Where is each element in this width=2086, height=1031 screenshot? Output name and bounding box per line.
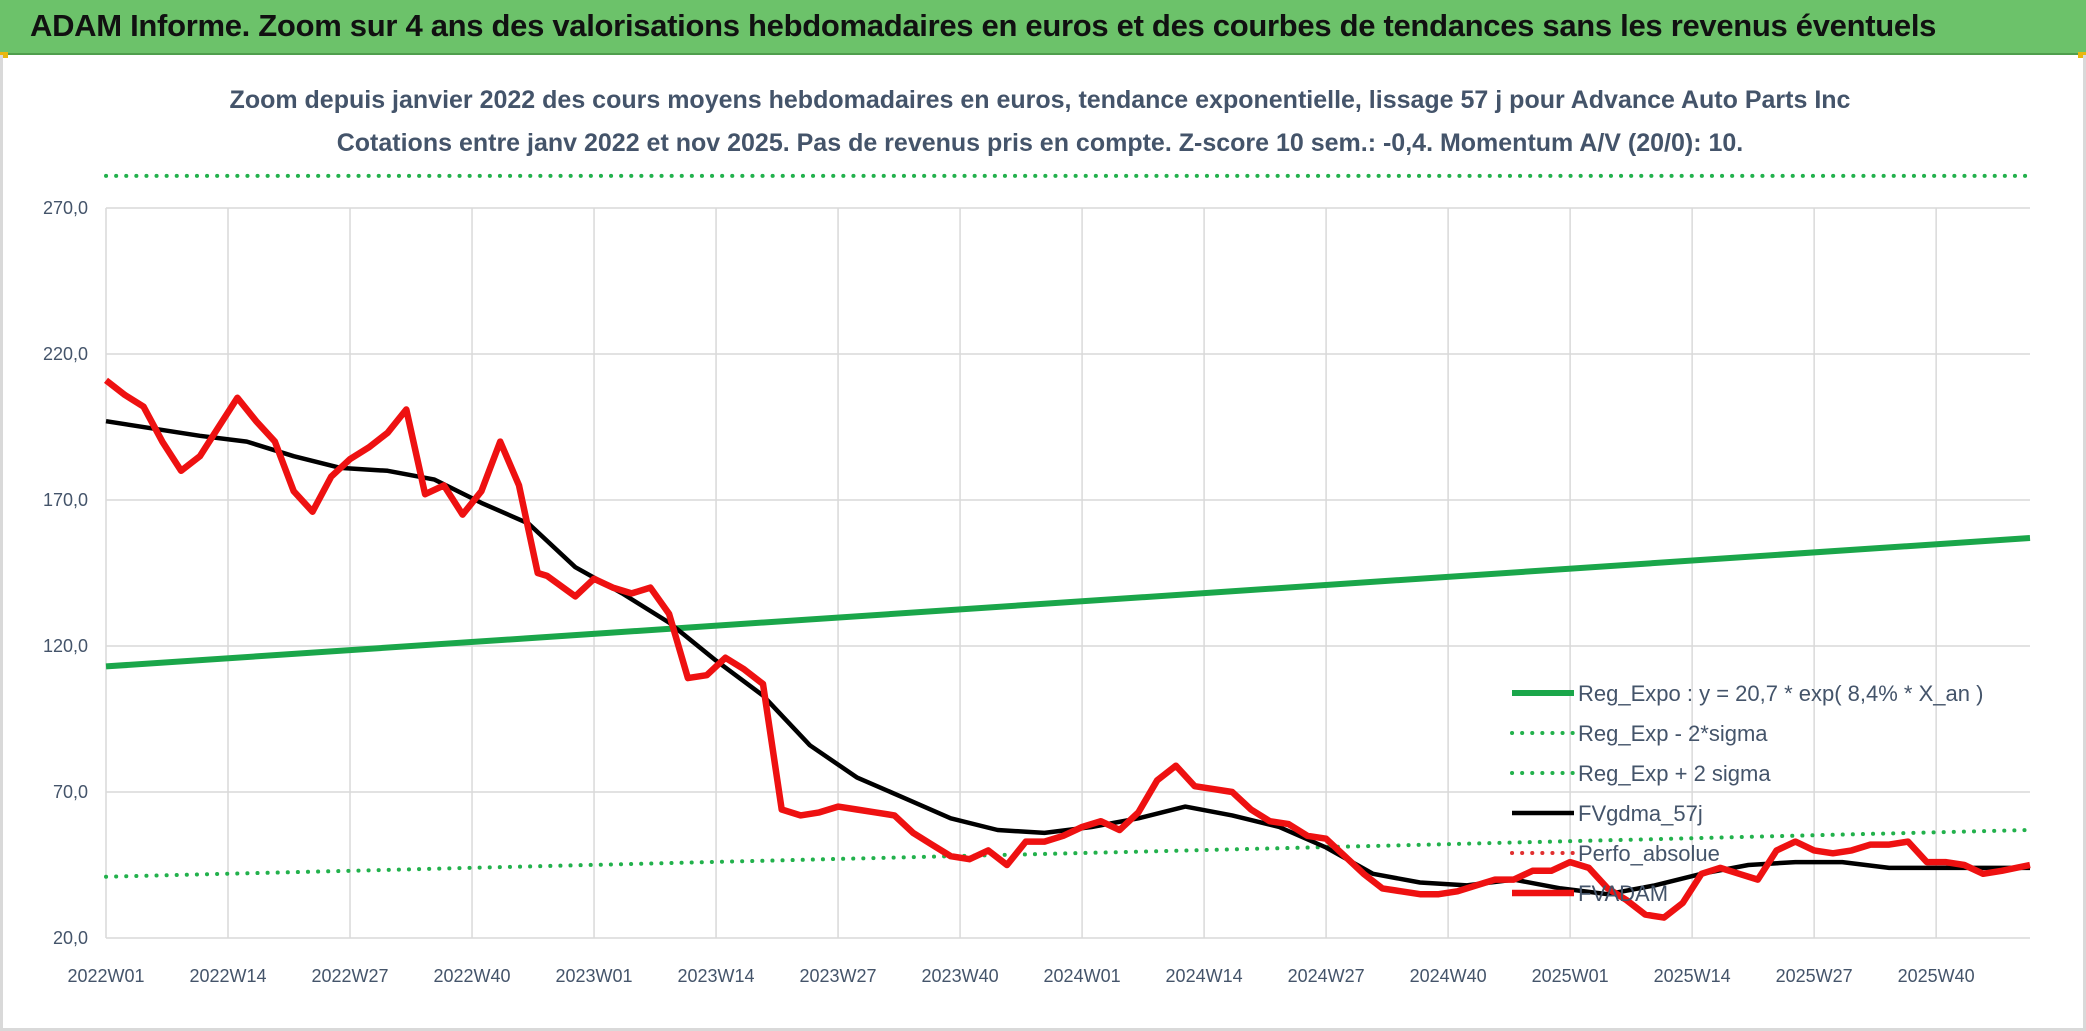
x-tick-label: 2025W14 (1654, 966, 1731, 986)
y-tick-label: 220,0 (43, 344, 88, 364)
x-tick-label: 2024W01 (1044, 966, 1121, 986)
x-tick-label: 2023W01 (556, 966, 633, 986)
legend: Reg_Expo : y = 20,7 * exp( 8,4% * X_an )… (1510, 681, 1983, 906)
report-banner: ADAM Informe. Zoom sur 4 ans des valoris… (0, 0, 2086, 55)
x-tick-label: 2022W01 (67, 966, 144, 986)
trend-line (105, 535, 2031, 670)
x-tick-label: 2024W27 (1288, 966, 1365, 986)
x-tick-label: 2022W27 (311, 966, 388, 986)
chart-titles: Zoom depuis janvier 2022 des cours moyen… (230, 80, 1851, 168)
y-tick-label: 170,0 (43, 490, 88, 510)
price-line (104, 377, 2031, 921)
y-tick-label: 120,0 (43, 636, 88, 656)
chart-frame (0, 55, 2086, 1031)
corner-accent-right (2078, 52, 2086, 58)
y-tick-label: 20,0 (53, 928, 88, 948)
title-backdrop (272, 80, 1808, 168)
x-tick-label: 2023W40 (922, 966, 999, 986)
x-tick-label: 2022W14 (189, 966, 266, 986)
series-layer (104, 173, 2032, 921)
smoothed-line (105, 418, 2030, 897)
legend-label: Reg_Expo : y = 20,7 * exp( 8,4% * X_an ) (1578, 681, 1983, 706)
x-tick-label: 2024W40 (1410, 966, 1487, 986)
axis-labels: 20,0 70,0 120,0 170,0 220,0 270,0 2022W01 2022W… (43, 198, 1975, 986)
y-tick-label: 270,0 (43, 198, 88, 218)
y-tick-label: 70,0 (53, 782, 88, 802)
chart-subtitle: Cotations entre janv 2022 et nov 2025. P… (337, 129, 1744, 157)
report-title: ADAM Informe. Zoom sur 4 ans des valoris… (30, 8, 1937, 43)
x-tick-label: 2024W14 (1166, 966, 1243, 986)
x-tick-label: 2023W27 (800, 966, 877, 986)
legend-label: FVgdma_57j (1578, 801, 1703, 826)
x-tick-label: 2025W01 (1532, 966, 1609, 986)
legend-label: FVADAM (1578, 881, 1668, 906)
corner-accent-left (0, 52, 8, 58)
x-tick-label: 2022W40 (433, 966, 510, 986)
x-tick-label: 2025W40 (1898, 966, 1975, 986)
chart-title: Zoom depuis janvier 2022 des cours moyen… (230, 86, 1851, 114)
x-tick-label: 2023W14 (678, 966, 755, 986)
legend-label: Perfo_absolue (1578, 841, 1720, 866)
legend-label: Reg_Exp - 2*sigma (1578, 721, 1768, 746)
legend-label: Reg_Exp + 2 sigma (1578, 761, 1771, 786)
x-tick-label: 2025W27 (1776, 966, 1853, 986)
